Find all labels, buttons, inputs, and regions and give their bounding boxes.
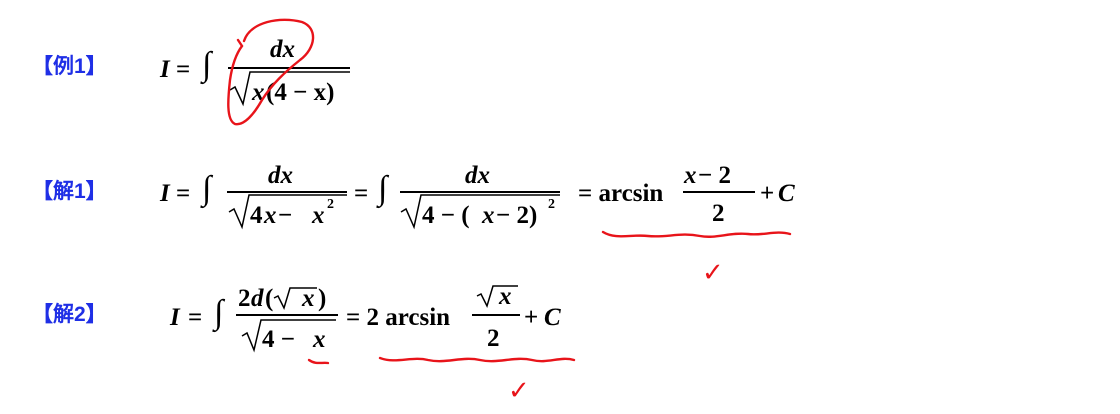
- sol2-num-x: x: [302, 285, 315, 312]
- red-underline-x: [307, 358, 330, 365]
- sol1-den1-4: 4: [250, 202, 263, 229]
- sol2-frac-den: 2: [487, 325, 500, 352]
- red-underline-sol1: [601, 230, 792, 238]
- sol2-arcsin: = 2 arcsin: [346, 304, 451, 331]
- sol1-fraction-bar-1: [227, 191, 347, 193]
- sol2-num-d: d: [251, 285, 264, 312]
- sol1-den2-a: 4 − (: [422, 202, 470, 229]
- label-example-1: 【例1】: [32, 55, 107, 78]
- sol1-frac-num-x: x: [684, 162, 697, 189]
- sol2-plus: +: [524, 304, 539, 331]
- sol2-num-paren-open: (: [265, 285, 274, 312]
- sol1-den1-square: 2: [327, 197, 334, 212]
- sol1-constant: C: [778, 180, 795, 207]
- ex1-den-rest: (4 − x): [266, 79, 335, 106]
- sol2-constant: C: [544, 304, 561, 331]
- sol2-frac-num-x: x: [499, 283, 512, 310]
- sol1-frac-den: 2: [712, 200, 725, 227]
- sol1-integral-2: ∫: [378, 170, 388, 207]
- ex1-lhs: I: [160, 56, 170, 83]
- sol1-integral-1: ∫: [202, 170, 212, 207]
- checkmark-icon-1: ✓: [702, 258, 724, 288]
- sol1-den2-x: x: [482, 202, 495, 229]
- label-solution-2: 【解2】: [32, 303, 107, 326]
- label-solution-1: 【解1】: [32, 180, 107, 203]
- sol1-den1-minus: −: [278, 202, 293, 229]
- sol2-integral: ∫: [214, 294, 224, 331]
- sol1-lhs: I: [160, 180, 170, 207]
- sol1-den2-b: − 2): [496, 202, 538, 229]
- red-circle-annotation: [227, 18, 315, 126]
- ex1-numerator: dx: [270, 36, 295, 63]
- sol1-den2-square: 2: [548, 197, 555, 212]
- sol1-frac-num-rest: − 2: [698, 162, 731, 189]
- sol1-plus: +: [760, 180, 775, 207]
- sol2-num-2: 2: [238, 285, 251, 312]
- sol1-equals-1: =: [176, 180, 191, 207]
- sol1-fraction-bar-2: [400, 191, 560, 193]
- sol1-equals-2: =: [354, 180, 369, 207]
- sol2-den-x: x: [313, 326, 326, 353]
- sol1-numerator-1: dx: [268, 162, 293, 189]
- ex1-integral: ∫: [202, 46, 212, 83]
- sol1-arcsin: = arcsin: [578, 180, 664, 207]
- sol2-fraction-bar: [236, 314, 338, 316]
- ex1-equals: =: [176, 56, 191, 83]
- sol1-numerator-2: dx: [465, 162, 490, 189]
- sol1-frac-bar-3: [683, 191, 755, 193]
- sol1-den1-x: x: [264, 202, 277, 229]
- sol2-num-paren-close: ): [318, 285, 327, 312]
- sol2-frac-bar-2: [472, 314, 520, 316]
- sol2-equals-1: =: [188, 304, 203, 331]
- red-underline-sol2: [378, 356, 576, 363]
- sol1-den1-x2: x: [312, 202, 325, 229]
- sol2-den-4-minus: 4 −: [262, 326, 295, 353]
- sol2-lhs: I: [170, 304, 180, 331]
- checkmark-icon-2: ✓: [508, 376, 530, 406]
